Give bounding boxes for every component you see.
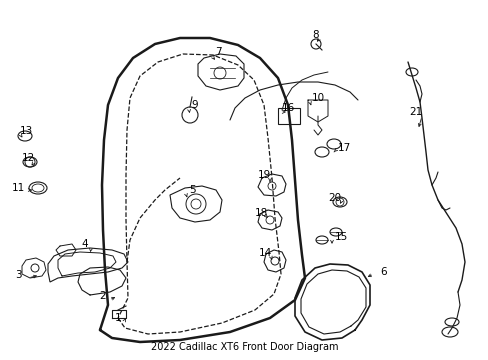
Text: 17: 17 — [337, 143, 350, 153]
Text: 16: 16 — [281, 103, 294, 113]
Text: 11: 11 — [11, 183, 24, 193]
Text: 10: 10 — [311, 93, 324, 103]
Polygon shape — [198, 54, 244, 90]
Text: 15: 15 — [334, 232, 347, 242]
Polygon shape — [170, 186, 222, 222]
Text: 19: 19 — [257, 170, 270, 180]
Text: 13: 13 — [20, 126, 33, 136]
Text: 8: 8 — [312, 30, 319, 40]
Text: 1: 1 — [115, 313, 121, 323]
Text: 9: 9 — [191, 100, 198, 110]
Text: 14: 14 — [258, 248, 271, 258]
Text: 20: 20 — [328, 193, 341, 203]
Polygon shape — [22, 258, 46, 278]
Polygon shape — [48, 248, 128, 282]
Text: 5: 5 — [188, 185, 195, 195]
Text: 6: 6 — [380, 267, 386, 277]
Text: 2022 Cadillac XT6 Front Door Diagram: 2022 Cadillac XT6 Front Door Diagram — [150, 342, 338, 352]
Text: 2: 2 — [100, 291, 106, 301]
Text: 7: 7 — [214, 47, 221, 57]
Text: 4: 4 — [81, 239, 88, 249]
Bar — [278, 108, 299, 124]
Text: 12: 12 — [21, 153, 35, 163]
Text: 18: 18 — [254, 208, 267, 218]
Text: 21: 21 — [408, 107, 422, 117]
Text: 3: 3 — [15, 270, 21, 280]
